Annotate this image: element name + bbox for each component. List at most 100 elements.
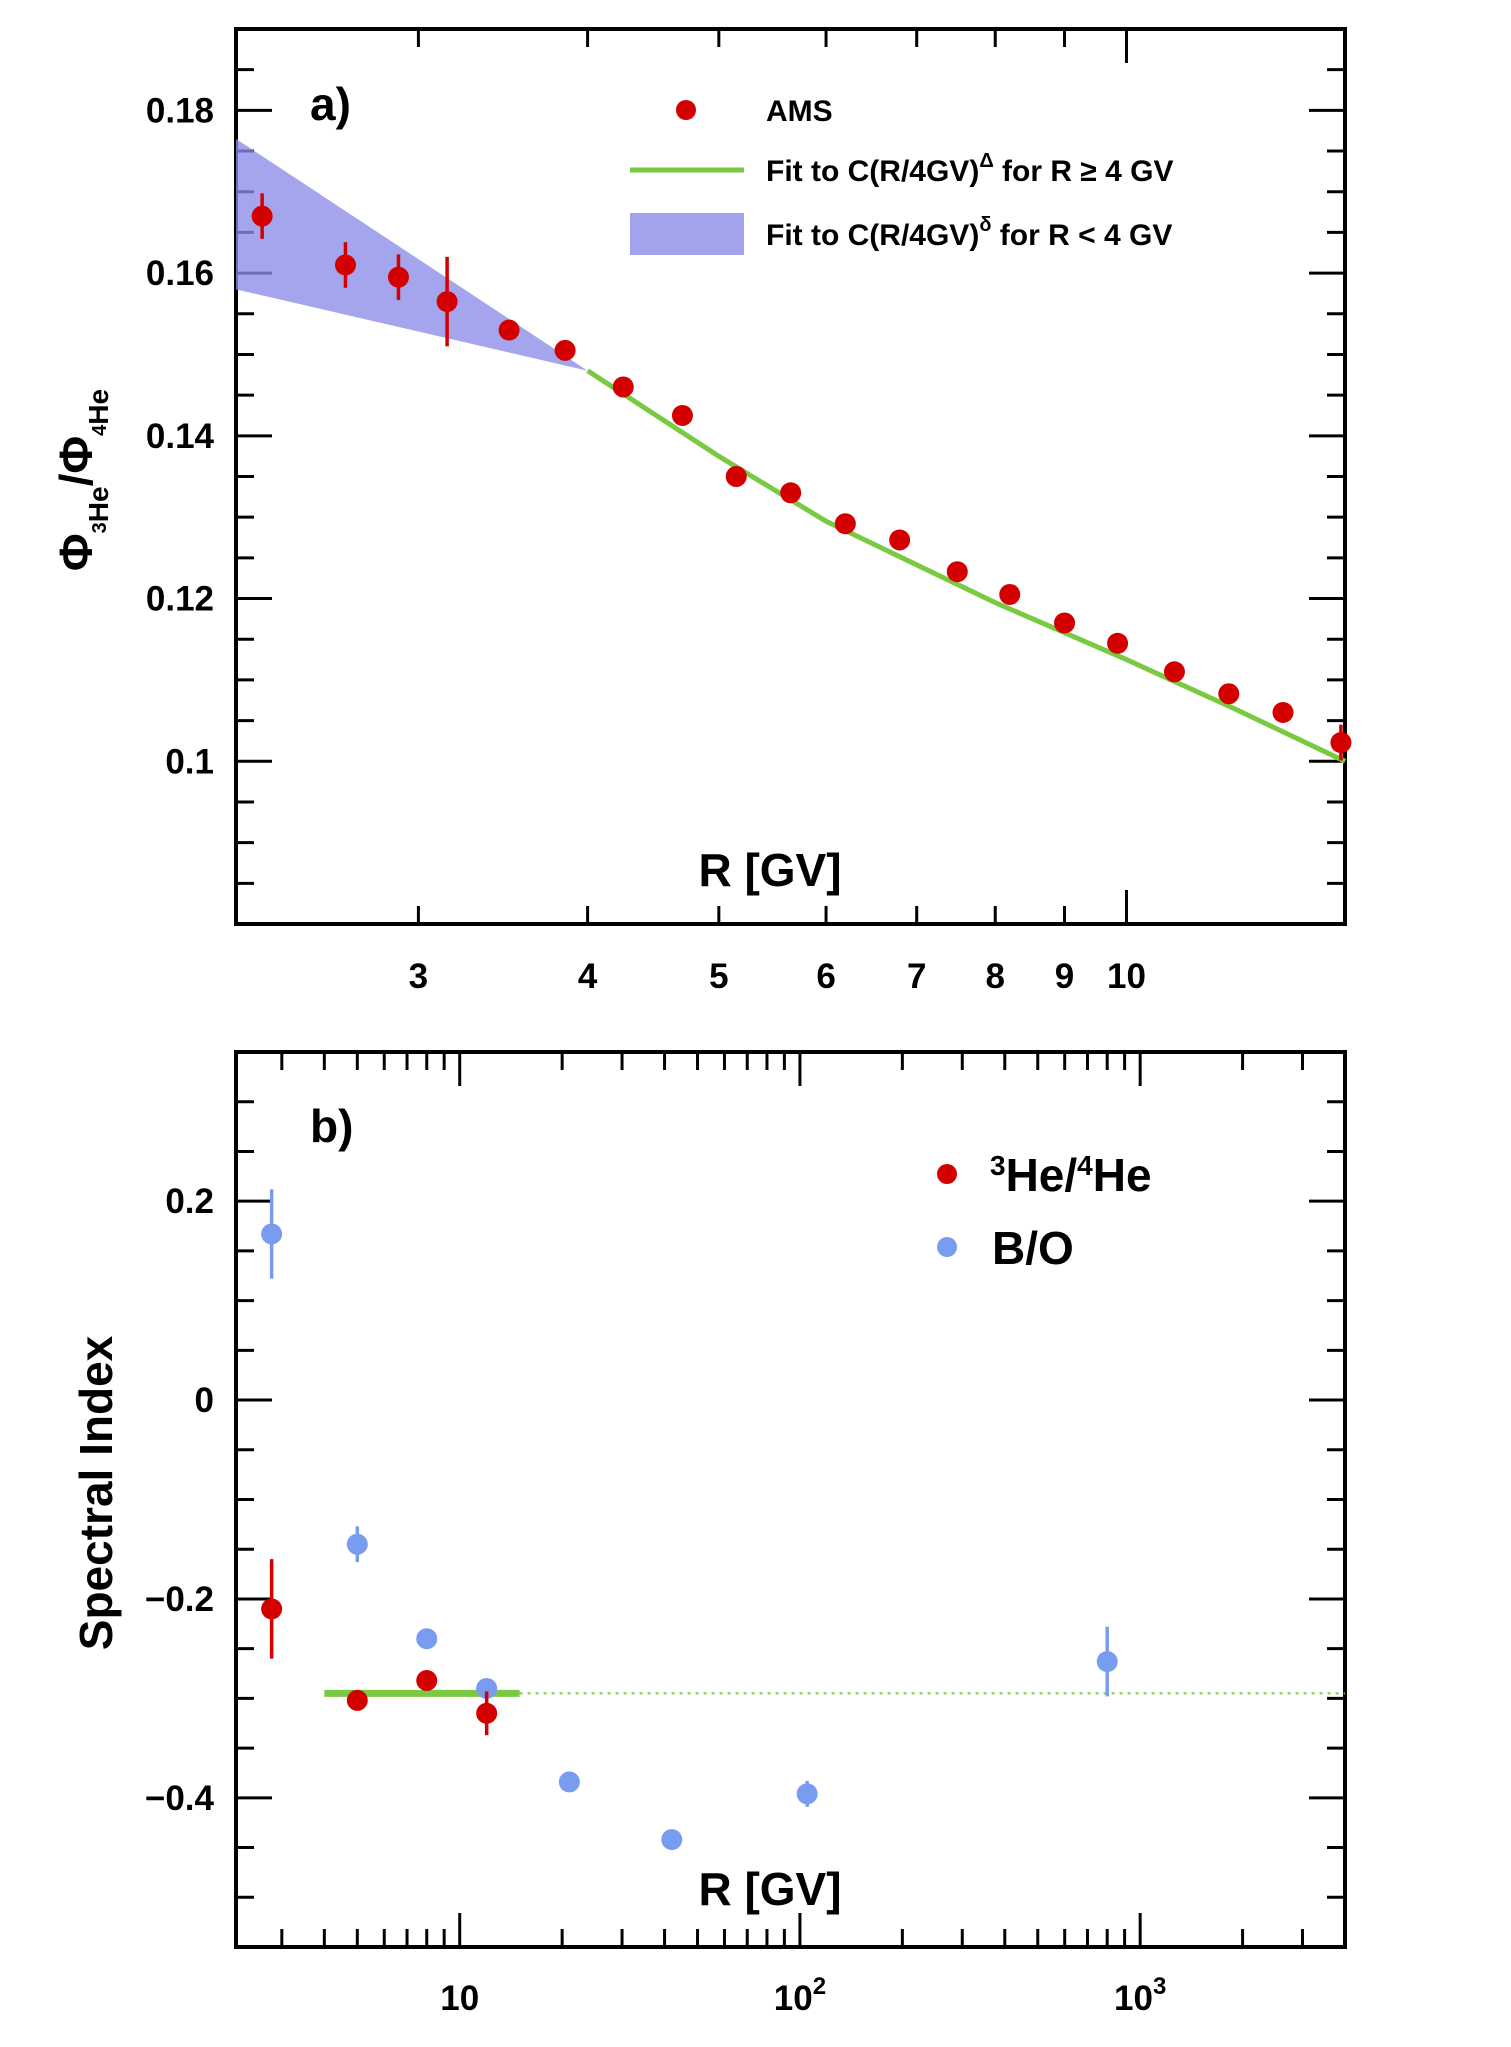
- bo-point: [346, 1533, 368, 1555]
- he-ratio-point: [476, 1702, 498, 1724]
- panel-b-tag: b): [310, 1100, 353, 1152]
- panel-b-x-axis-title: R [GV]: [698, 1863, 841, 1915]
- ams-point: [671, 404, 693, 426]
- x-tick-label: 3: [409, 957, 428, 996]
- ams-point: [889, 529, 911, 551]
- panel-a-ticks: [236, 27, 1345, 926]
- ams-point: [725, 466, 747, 487]
- panel-b-ticks: [236, 1050, 1347, 1949]
- legend-bo-marker: [937, 1237, 957, 1257]
- ams-point: [498, 319, 520, 341]
- legend-fit-low-exp: δ: [979, 214, 991, 236]
- ams-point: [1163, 661, 1185, 683]
- legend-fit-high-post: for R ≥ 4 GV: [994, 155, 1174, 188]
- x-tick-label: 10: [1107, 957, 1146, 996]
- y-title-slash: /: [50, 473, 102, 486]
- fit-low-band: [236, 138, 588, 371]
- legend-he-sup1: 3: [990, 1150, 1006, 1181]
- ams-point: [780, 482, 802, 504]
- panel-a-y-axis-title: Φ3He/Φ4He: [50, 389, 114, 571]
- he-ratio-point: [346, 1689, 368, 1711]
- x-tick-label: 10: [440, 1979, 479, 2018]
- bo-point: [476, 1677, 498, 1699]
- panel-b-x-tick-labels: 10 102 103: [440, 1973, 1166, 2018]
- ams-point: [1272, 701, 1294, 723]
- ams-point: [436, 291, 458, 313]
- legend-fit-low-label: Fit to C(R/4GV)δ for R < 4 GV: [766, 214, 1172, 252]
- legend-fit-high-exp: Δ: [979, 150, 993, 172]
- bo-point: [1096, 1651, 1118, 1673]
- bo-point: [261, 1223, 283, 1245]
- y-title-phi-1: Φ: [50, 533, 102, 571]
- panel-a-fit-band: [236, 138, 588, 371]
- panel-a-x-tick-labels: 3 4 5 6 7 8 9 10: [409, 957, 1146, 996]
- x-tick-label: 102: [774, 1973, 826, 2018]
- legend-he-sup2: 4: [1077, 1150, 1093, 1181]
- legend-he-end: He: [1093, 1149, 1152, 1201]
- ams-point: [387, 266, 409, 288]
- y-tick-label: 0.2: [165, 1182, 214, 1221]
- panel-b-y-tick-labels: −0.4 −0.2 0 0.2: [145, 1182, 215, 1818]
- ams-point: [334, 254, 356, 276]
- panel-b-points: [261, 1189, 1118, 1851]
- he-ratio-point: [261, 1598, 283, 1620]
- bo-point: [416, 1628, 438, 1650]
- he-ratio-point: [416, 1669, 438, 1691]
- ams-point: [251, 205, 273, 227]
- legend-fit-high-label: Fit to C(R/4GV)Δ for R ≥ 4 GV: [766, 150, 1174, 188]
- x-tick-label: 5: [709, 957, 728, 996]
- legend-fit-low-pre: Fit to C(R/4GV): [766, 219, 979, 252]
- y-tick-label: 0.16: [146, 254, 214, 293]
- panel-a-y-tick-labels: 0.1 0.12 0.14 0.16 0.18: [146, 91, 215, 781]
- x-tick-label: 7: [907, 957, 926, 996]
- ams-point: [946, 561, 968, 583]
- ams-point: [999, 583, 1021, 605]
- panel-a: 3 4 5 6 7 8 9 10 0.10.120.140.160.18 a) R [GV] …: [50, 27, 1352, 996]
- fit-high-line: [586, 368, 1347, 764]
- y-title-sub-1: He: [83, 486, 114, 522]
- legend-ams-marker: [676, 100, 696, 120]
- legend-ams-label: AMS: [766, 95, 833, 128]
- y-tick-label: 0: [195, 1381, 214, 1420]
- legend-fit-low-swatch: [630, 213, 744, 255]
- y-tick-label: 0.1: [165, 742, 214, 781]
- ams-point: [1330, 732, 1352, 754]
- y-title-phi-2: Φ: [50, 436, 102, 474]
- ams-point: [1218, 683, 1240, 705]
- ams-point: [1107, 632, 1129, 654]
- y-tick-label: 0.14: [146, 417, 215, 456]
- bo-point: [558, 1771, 580, 1793]
- ams-point: [1054, 612, 1076, 634]
- bo-point: [661, 1829, 683, 1851]
- ams-point: [554, 339, 576, 361]
- panel-a-fit-line: [586, 368, 1347, 764]
- y-title-sup-2: 4: [89, 424, 111, 436]
- x-tick-label: 8: [986, 957, 1005, 996]
- legend-bo-label: B/O: [992, 1222, 1074, 1274]
- panel-a-points: [251, 193, 1352, 761]
- panel-a-legend: AMS Fit to C(R/4GV)Δ for R ≥ 4 GV Fit to…: [630, 95, 1174, 255]
- x-tick-label: 4: [578, 957, 598, 996]
- y-title-sup-1: 3: [89, 522, 111, 533]
- panel-b: 10 102 103 −0.4 −0.2 0 0.2 b) R [GV] Spectral…: [70, 1050, 1347, 2018]
- x-tick-label: 6: [816, 957, 835, 996]
- panel-b-frame: [234, 1050, 1347, 1949]
- panel-a-tag: a): [310, 78, 351, 130]
- x-tick-label: 103: [1114, 1973, 1166, 2018]
- bo-point: [796, 1783, 818, 1805]
- x-tick-label: 9: [1055, 957, 1074, 996]
- panel-b-legend: 3He/4He B/O: [937, 1149, 1152, 1274]
- y-title-sub-2: He: [83, 389, 114, 425]
- y-tick-label: −0.4: [145, 1779, 215, 1818]
- panel-b-y-axis-title: Spectral Index: [70, 1335, 122, 1650]
- legend-he-marker: [937, 1164, 957, 1184]
- panel-a-x-axis-title: R [GV]: [698, 844, 841, 896]
- legend-he-mid: He/: [1006, 1149, 1078, 1201]
- legend-fit-high-pre: Fit to C(R/4GV): [766, 155, 979, 188]
- y-tick-label: 0.12: [146, 580, 214, 619]
- ams-point: [834, 513, 856, 535]
- ams-point: [612, 376, 634, 398]
- y-tick-label: −0.2: [145, 1580, 214, 1619]
- y-tick-label: 0.18: [146, 91, 214, 130]
